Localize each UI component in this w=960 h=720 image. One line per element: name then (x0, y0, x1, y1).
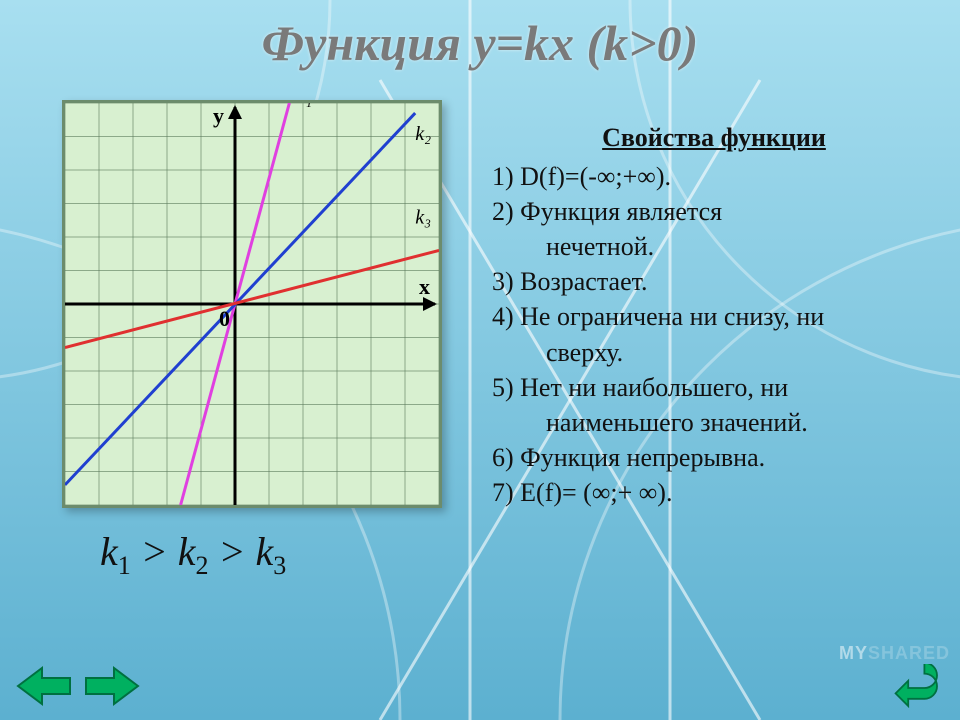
nav-prev-button[interactable] (16, 664, 72, 708)
nav-home-button[interactable] (888, 664, 944, 708)
property-line: 5) Нет ни наибольшего, ни (490, 370, 938, 405)
watermark-faded: SHARED (868, 643, 950, 663)
properties-title: Свойства функции (490, 120, 938, 155)
svg-text:k₂: k₂ (415, 123, 431, 145)
property-line: нечетной. (490, 229, 938, 264)
property-line: 6) Функция непрерывна. (490, 440, 938, 475)
svg-text:k₃: k₃ (415, 207, 431, 229)
svg-text:y: y (213, 103, 224, 128)
watermark: MYSHARED (839, 643, 950, 664)
properties-panel: Свойства функции 1) D(f)=(-∞;+∞).2) Функ… (490, 120, 938, 510)
nav-next-button[interactable] (84, 664, 140, 708)
property-line: 3) Возрастает. (490, 264, 938, 299)
property-line: 1) D(f)=(-∞;+∞). (490, 159, 938, 194)
k-inequality: k1 > k2 > k3 (100, 528, 286, 581)
property-line: 7) E(f)= (∞;+ ∞). (490, 475, 938, 510)
property-line: сверху. (490, 335, 938, 370)
property-line: 4) Не ограничена ни снизу, ни (490, 299, 938, 334)
slide-title: Функция y=kx (k>0) (0, 14, 960, 72)
function-chart: k₁ k₂ k₃ y x 0 (65, 103, 439, 505)
property-line: 2) Функция является (490, 194, 938, 229)
svg-text:0: 0 (219, 306, 230, 331)
watermark-bold: MY (839, 643, 868, 663)
svg-text:x: x (419, 274, 430, 299)
chart-container: k₁ k₂ k₃ y x 0 (62, 100, 442, 508)
properties-list: 1) D(f)=(-∞;+∞).2) Функция являетсянечет… (490, 159, 938, 510)
svg-text:k₁: k₁ (296, 103, 312, 108)
property-line: наименьшего значений. (490, 405, 938, 440)
